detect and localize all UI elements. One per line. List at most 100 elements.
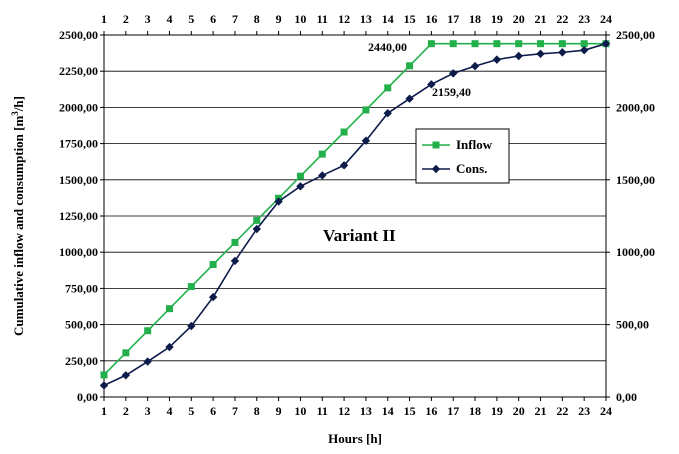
x-tick-label-top: 19 <box>491 12 503 26</box>
data-point <box>514 51 523 61</box>
x-tick-label-top: 2 <box>123 12 129 26</box>
x-tick-label-bottom: 13 <box>360 404 372 418</box>
x-tick-label-top: 3 <box>145 12 151 26</box>
x-tick-label-top: 16 <box>425 12 437 26</box>
data-point <box>253 216 261 224</box>
x-tick-label-top: 22 <box>556 12 568 26</box>
x-tick-label-top: 1 <box>101 12 107 26</box>
data-point <box>383 108 392 118</box>
x-tick-label-top: 4 <box>166 12 172 26</box>
x-tick-label-top: 11 <box>317 12 328 26</box>
x-tick-label-top: 23 <box>578 12 590 26</box>
x-tick-label-top: 8 <box>254 12 260 26</box>
data-point <box>100 371 108 379</box>
x-axis-ticks-top: 1 2 3 4 5 6 7 8 9 10 11 12 13 14 15 16 17 18 19 20 21 22 23 24 <box>101 12 612 35</box>
data-point <box>580 40 588 48</box>
x-tick-label-bottom: 3 <box>145 404 151 418</box>
y2-tick-label: 0,00 <box>616 390 637 404</box>
x-tick-label-bottom: 23 <box>578 404 590 418</box>
legend-label: Cons. <box>456 161 487 176</box>
x-tick-label-bottom: 15 <box>404 404 416 418</box>
x-tick-label-top: 7 <box>232 12 238 26</box>
y-tick-label: 1000,00 <box>59 245 98 259</box>
x-tick-label-bottom: 8 <box>254 404 260 418</box>
x-tick-label-top: 15 <box>404 12 416 26</box>
grid-lines <box>104 34 606 398</box>
x-tick-label-top: 21 <box>535 12 547 26</box>
x-tick-label-bottom: 22 <box>556 404 568 418</box>
data-point <box>99 381 109 390</box>
data-point <box>187 321 196 331</box>
y-axis-title-sup: 3 <box>10 111 20 116</box>
data-point <box>537 40 545 48</box>
data-point <box>209 261 217 269</box>
x-tick-label-bottom: 9 <box>276 404 282 418</box>
y-tick-label: 1250,00 <box>59 209 98 223</box>
y-tick-label: 2000,00 <box>59 100 98 114</box>
x-tick-label-bottom: 14 <box>382 404 394 418</box>
data-point <box>274 197 283 206</box>
data-point <box>406 62 414 70</box>
data-point <box>208 292 218 302</box>
x-tick-label-bottom: 1 <box>101 404 107 418</box>
y-axis-title: Cumulative inflow and consumption [m3/h] <box>10 96 26 336</box>
data-point <box>230 256 240 266</box>
data-point <box>449 69 458 78</box>
legend: Inflow Cons. <box>415 128 510 184</box>
y2-tick-label: 1000,00 <box>616 245 655 259</box>
y-tick-label: 2250,00 <box>59 64 98 78</box>
data-point <box>405 94 414 103</box>
y-tick-label: 0,00 <box>77 390 98 404</box>
data-point <box>296 172 304 180</box>
legend-marker <box>432 141 440 149</box>
x-axis-ticks-bottom: 1 2 3 4 5 6 7 8 9 10 11 12 13 14 15 16 17 18 19 20 21 22 23 24 <box>101 397 612 418</box>
data-point <box>339 161 349 170</box>
x-tick-label-bottom: 17 <box>447 404 459 418</box>
x-axis-title: Hours [h] <box>328 431 382 446</box>
data-point <box>449 40 457 48</box>
data-point <box>143 357 152 366</box>
data-point <box>165 305 173 313</box>
data-point <box>601 39 611 48</box>
variant-label: Variant II <box>323 226 396 245</box>
data-point <box>252 224 261 234</box>
data-point <box>427 80 436 89</box>
data-point <box>361 136 371 145</box>
legend-marker <box>431 164 441 174</box>
y2-tick-label: 2000,00 <box>616 100 655 114</box>
data-point <box>536 49 545 59</box>
x-tick-label-bottom: 5 <box>188 404 194 418</box>
series-line <box>103 42 606 376</box>
data-point <box>296 182 305 191</box>
data-point <box>558 48 567 57</box>
data-point <box>318 171 327 180</box>
data-point <box>122 349 130 357</box>
x-tick-label-top: 6 <box>210 12 216 26</box>
y2-axis-ticks: 0,00 500,00 1000,00 1500,00 2000,00 2500,00 <box>606 28 655 404</box>
x-tick-label-bottom: 16 <box>425 404 437 418</box>
x-tick-label-top: 5 <box>188 12 194 26</box>
annotation-inflow-max: 2440,00 <box>368 40 407 54</box>
data-point <box>231 238 239 246</box>
x-tick-label-bottom: 20 <box>513 404 525 418</box>
y-axis-title-prefix: Cumulative inflow and consumption [m <box>11 116 26 336</box>
y2-tick-label: 2500,00 <box>616 28 655 42</box>
data-point <box>144 327 152 335</box>
x-tick-label-top: 24 <box>600 12 612 26</box>
x-tick-label-top: 12 <box>338 12 350 26</box>
x-tick-label-bottom: 18 <box>469 404 481 418</box>
x-tick-label-top: 17 <box>447 12 459 26</box>
y-tick-label: 750,00 <box>65 281 98 295</box>
series-line <box>103 42 607 387</box>
y2-tick-label: 1500,00 <box>616 173 655 187</box>
y-axis-ticks: 0,00 250,00 500,00 750,00 1000,00 1250,00 1500… <box>59 28 104 404</box>
data-point <box>471 40 479 48</box>
y-axis-title-suffix: /h] <box>11 96 26 112</box>
data-point <box>187 283 195 291</box>
legend-box <box>415 128 510 184</box>
x-tick-label-top: 14 <box>382 12 394 26</box>
data-point <box>515 40 523 48</box>
series-1 <box>99 39 611 390</box>
x-tick-label-top: 9 <box>276 12 282 26</box>
